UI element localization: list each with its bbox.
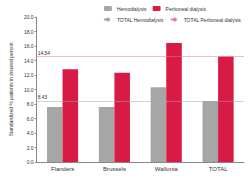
svg-text:TOTAL: TOTAL — [209, 166, 228, 172]
svg-text:Flanders: Flanders — [51, 166, 74, 172]
svg-text:Wallonia: Wallonia — [155, 166, 178, 172]
svg-text:18.0: 18.0 — [24, 29, 34, 35]
svg-text:TOTAL Hemodialysis: TOTAL Hemodialysis — [117, 17, 164, 23]
svg-text:14.54: 14.54 — [38, 50, 51, 56]
svg-text:Standardized % patients in ins: Standardized % patients in insured perso… — [8, 42, 14, 136]
svg-text:Peritoneal dialysis: Peritoneal dialysis — [166, 6, 207, 12]
svg-text:6.0: 6.0 — [27, 116, 34, 122]
svg-text:10.0: 10.0 — [24, 87, 34, 93]
svg-text:4.0: 4.0 — [27, 130, 34, 136]
svg-text:20.0: 20.0 — [24, 14, 34, 20]
svg-text:2.0: 2.0 — [27, 145, 34, 151]
svg-text:TOTAL Peritoneal dialysis: TOTAL Peritoneal dialysis — [184, 17, 242, 23]
svg-text:Brussels: Brussels — [103, 166, 126, 172]
svg-text:8.0: 8.0 — [27, 101, 34, 107]
svg-text:Hemodialysis: Hemodialysis — [117, 6, 147, 12]
svg-text:0.0: 0.0 — [27, 159, 34, 165]
svg-text:8.43: 8.43 — [38, 94, 48, 100]
svg-text:14.0: 14.0 — [24, 58, 34, 64]
svg-text:12.0: 12.0 — [24, 72, 34, 78]
svg-text:16.0: 16.0 — [24, 43, 34, 49]
